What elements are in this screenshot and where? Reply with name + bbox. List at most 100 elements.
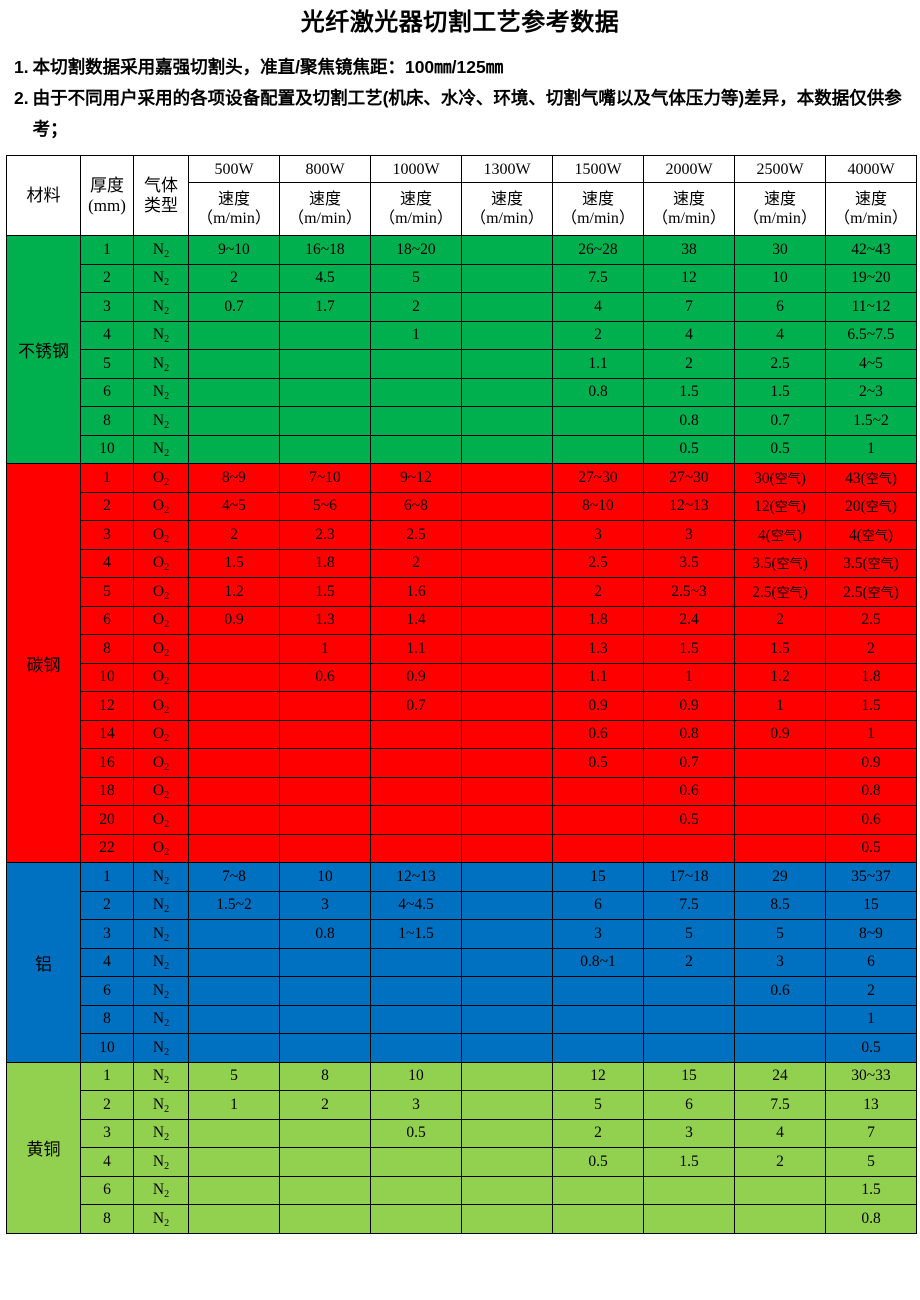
speed-cell (734, 805, 826, 835)
speed-cell: 3 (552, 919, 644, 949)
speed-cell (188, 320, 280, 350)
gas-type-cell: O2 (133, 520, 189, 550)
speed-cell: 1.4 (370, 605, 462, 635)
gas-type-cell: O2 (133, 748, 189, 778)
speed-cell: 12 (552, 1061, 644, 1091)
speed-cell: 1.5 (643, 377, 735, 407)
speed-cell: 1.1 (552, 349, 644, 379)
speed-cell: 15 (552, 862, 644, 892)
speed-cell: 2 (825, 976, 917, 1006)
speed-cell: 0.5 (825, 1033, 917, 1063)
speed-cell: 30(空气) (734, 463, 826, 493)
gas-type-cell: O2 (133, 605, 189, 635)
speed-cell (461, 1004, 553, 1034)
header-power-800w: 800W (279, 155, 371, 183)
gas-type-cell: N2 (133, 1004, 189, 1034)
speed-cell (461, 634, 553, 664)
speed-cell (461, 349, 553, 379)
material-cell: 碳钢 (6, 463, 81, 863)
thickness-cell: 14 (80, 719, 134, 749)
speed-cell (552, 434, 644, 464)
speed-cell (461, 263, 553, 293)
speed-cell: 0.5 (552, 1147, 644, 1177)
speed-cell (188, 805, 280, 835)
header-speed-2000w: 速度 （m/min） (643, 182, 735, 236)
speed-cell: 1 (825, 434, 917, 464)
table-row: 2 N2 2 4.5 5 7.5 12 10 19~20 (6, 263, 917, 293)
speed-cell: 1.5 (825, 691, 917, 721)
speed-unit-line2: （m/min） (652, 210, 726, 227)
speed-cell (461, 976, 553, 1006)
note-text: 由于不同用户采用的各项设备配置及切割工艺(机床、水冷、环境、切割气嘴以及气体压力… (32, 88, 902, 139)
speed-cell: 2.3 (279, 520, 371, 550)
table-row: 6 N2 0.8 1.5 1.5 2~3 (6, 377, 917, 407)
speed-cell: 3 (643, 1118, 735, 1148)
table-row: 8 O2 1 1.1 1.3 1.5 1.5 2 (6, 634, 917, 664)
speed-cell (461, 320, 553, 350)
speed-cell: 4.5 (279, 263, 371, 293)
table-row: 黄铜 1 N2 5 8 10 12 15 24 30~33 (6, 1061, 917, 1234)
speed-cell: 30 (734, 235, 826, 265)
speed-cell (461, 833, 553, 863)
gas-type-cell: N2 (133, 235, 189, 265)
thickness-cell: 6 (80, 605, 134, 635)
speed-cell: 0.5 (825, 833, 917, 863)
speed-cell (188, 1118, 280, 1148)
table-row: 5 O2 1.2 1.5 1.6 2 2.5~3 2.5(空气) 2.5(空气) (6, 577, 917, 607)
speed-cell (188, 349, 280, 379)
speed-cell: 1.7 (279, 292, 371, 322)
speed-cell (370, 1175, 462, 1205)
table-row: 8 N2 1 (6, 1004, 917, 1034)
speed-cell: 1.6 (370, 577, 462, 607)
speed-cell (370, 805, 462, 835)
speed-label-line1: 速度 (490, 191, 523, 208)
speed-cell (461, 434, 553, 464)
gas-type-cell: N2 (133, 1175, 189, 1205)
speed-cell: 0.6 (279, 662, 371, 692)
speed-cell (370, 947, 462, 977)
table-row: 6 N2 0.6 2 (6, 976, 917, 1006)
table-head: 材料 厚度 (mm) 气体 类型 500W 800W 1000W 1300W 1… (6, 155, 917, 236)
speed-cell (552, 1175, 644, 1205)
speed-cell (461, 1147, 553, 1177)
speed-cell (552, 1004, 644, 1034)
speed-cell: 1 (825, 719, 917, 749)
gas-type-cell: N2 (133, 320, 189, 350)
gas-type-cell: O2 (133, 776, 189, 806)
speed-cell: 0.6 (825, 805, 917, 835)
table-row: 20 O2 0.5 0.6 (6, 805, 917, 835)
speed-cell: 0.6 (734, 976, 826, 1006)
speed-cell (552, 776, 644, 806)
speed-cell: 0.8~1 (552, 947, 644, 977)
speed-cell: 5 (643, 919, 735, 949)
speed-cell (552, 1033, 644, 1063)
speed-cell: 2.4 (643, 605, 735, 635)
speed-cell: 1.1 (552, 662, 644, 692)
speed-cell: 2 (552, 320, 644, 350)
speed-cell: 0.6 (552, 719, 644, 749)
speed-cell: 2.5 (370, 520, 462, 550)
speed-cell (188, 976, 280, 1006)
speed-cell: 0.9 (734, 719, 826, 749)
header-thickness-line1: 厚度 (90, 175, 124, 195)
speed-cell: 29 (734, 862, 826, 892)
speed-cell: 1.5 (734, 377, 826, 407)
speed-cell (188, 691, 280, 721)
speed-cell (188, 1004, 280, 1034)
speed-cell: 0.7 (734, 406, 826, 436)
thickness-cell: 4 (80, 548, 134, 578)
speed-cell (188, 634, 280, 664)
speed-cell: 1 (643, 662, 735, 692)
header-power-1300w: 1300W (461, 155, 553, 183)
speed-cell: 0.8 (643, 406, 735, 436)
gas-type-cell: O2 (133, 719, 189, 749)
speed-cell: 3 (643, 520, 735, 550)
speed-cell: 0.7 (643, 748, 735, 778)
speed-label-line1: 速度 (217, 191, 250, 208)
table-row: 2 N2 1 2 3 5 6 7.5 13 (6, 1090, 917, 1120)
speed-cell: 8.5 (734, 890, 826, 920)
material-cell: 不锈钢 (6, 235, 81, 464)
header-row-power: 材料 厚度 (mm) 气体 类型 500W 800W 1000W 1300W 1… (6, 155, 917, 236)
speed-cell (370, 776, 462, 806)
speed-cell (461, 776, 553, 806)
